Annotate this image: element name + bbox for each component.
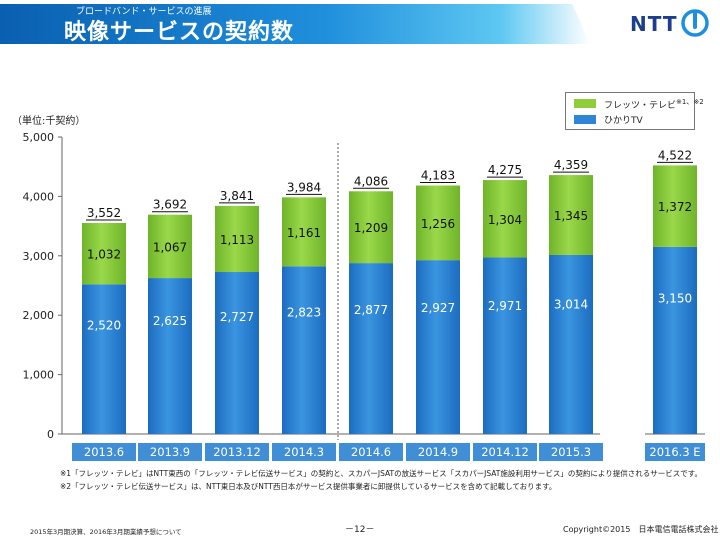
title-banner	[0, 4, 590, 44]
y-tick-label: 5,000	[23, 131, 55, 144]
data-label-hikari-tv: 2,625	[153, 314, 187, 328]
bar-hikari-tv	[349, 263, 393, 434]
category-label: 2015.3	[551, 445, 591, 459]
y-tick-label: 0	[47, 428, 54, 441]
category-label: 2014.3	[284, 445, 324, 459]
total-label: 3,841	[220, 189, 254, 203]
category-label: 2013.12	[213, 445, 261, 459]
section-subtitle: ブロードバンド・サービスの進展	[76, 7, 212, 17]
bar-hikari-tv	[148, 278, 192, 434]
footnote-1: ※1「フレッツ・テレビ」はNTT東西の「フレッツ・テレビ伝送サービス」の契約と、…	[60, 469, 702, 478]
data-label-flets-tv: 1,161	[287, 226, 321, 240]
category-label: 2016.3 E	[649, 445, 700, 459]
category-box	[138, 443, 202, 461]
category-label: 2013.9	[150, 445, 190, 459]
legend-swatch-hikari-tv	[574, 115, 596, 124]
bar-flets-tv	[215, 205, 259, 273]
legend-label-flets-tv: フレッツ・テレビ	[604, 101, 677, 111]
bar-flets-tv	[148, 214, 192, 279]
bar-hikari-tv	[549, 254, 593, 434]
bar-flets-tv	[483, 180, 527, 258]
legend-swatch-flets-tv	[574, 99, 596, 108]
data-label-hikari-tv: 3,150	[658, 291, 692, 305]
legend-label-hikari-tv: ひかりTV	[604, 116, 643, 126]
legend-footnote-marker: ※1、※2	[676, 98, 704, 106]
data-label-hikari-tv: 2,927	[421, 301, 455, 315]
data-label-flets-tv: 1,067	[153, 240, 187, 254]
bar-flets-tv	[653, 165, 697, 247]
category-box	[339, 443, 403, 461]
total-label: 3,552	[87, 206, 121, 220]
bar-flets-tv	[82, 223, 126, 285]
bar-hikari-tv	[215, 272, 259, 434]
ntt-logo-text: NTT	[630, 12, 678, 36]
bar-hikari-tv	[653, 246, 697, 434]
header: ブロードバンド・サービスの進展 映像サービスの契約数 NTT	[0, 0, 720, 46]
total-label: 3,692	[153, 198, 187, 212]
unit-label: （単位:千契約）	[12, 116, 86, 127]
data-label-flets-tv: 1,372	[658, 200, 692, 214]
category-box	[645, 443, 705, 461]
category-box	[205, 443, 269, 461]
category-box	[272, 443, 336, 461]
y-tick-label: 4,000	[23, 190, 55, 203]
category-label: 2014.12	[481, 445, 529, 459]
footnote-2: ※2「フレッツ・テレビ伝送サービス」は、NTT東日本及びNTT西日本がサービス提…	[60, 482, 557, 491]
bar-hikari-tv	[483, 257, 527, 434]
category-box	[539, 443, 603, 461]
ntt-logo: NTT	[630, 8, 710, 38]
data-label-flets-tv: 1,032	[87, 248, 121, 262]
category-box	[473, 443, 537, 461]
data-label-hikari-tv: 3,014	[554, 297, 588, 311]
data-label-flets-tv: 1,304	[488, 213, 522, 227]
copyright: Copyright©2015 日本電信電話株式会社	[563, 525, 719, 534]
total-label: 3,984	[287, 180, 321, 194]
data-label-hikari-tv: 2,520	[87, 319, 121, 333]
data-label-flets-tv: 1,113	[220, 233, 254, 247]
bar-hikari-tv	[416, 260, 460, 434]
page-title: 映像サービスの契約数	[64, 20, 295, 45]
bar-flets-tv	[282, 197, 326, 267]
chart-legend: フレッツ・テレビ※1、※2 ひかりTV	[565, 92, 704, 130]
footer-document-title: 2015年3月期決算、2016年3月期業績予想について	[30, 528, 182, 536]
category-label: 2014.9	[418, 445, 458, 459]
data-label-hikari-tv: 2,823	[287, 306, 321, 320]
data-label-flets-tv: 1,256	[421, 217, 455, 231]
category-box	[72, 443, 136, 461]
total-label: 4,086	[354, 174, 388, 188]
total-label: 4,275	[488, 163, 522, 177]
y-tick-label: 3,000	[23, 250, 55, 263]
category-box	[406, 443, 470, 461]
total-label: 4,359	[554, 158, 588, 172]
total-label: 4,183	[421, 169, 455, 183]
data-label-hikari-tv: 2,727	[220, 310, 254, 324]
bar-flets-tv	[349, 191, 393, 264]
y-tick-label: 1,000	[23, 369, 55, 382]
bar-hikari-tv	[282, 266, 326, 434]
ntt-logo-mark-icon	[681, 9, 709, 37]
bar-hikari-tv	[82, 284, 126, 434]
y-tick-label: 2,000	[23, 309, 55, 322]
data-label-hikari-tv: 2,971	[488, 299, 522, 313]
data-label-flets-tv: 1,345	[554, 209, 588, 223]
data-label-flets-tv: 1,209	[354, 221, 388, 235]
bar-flets-tv	[416, 185, 460, 261]
total-label: 4,522	[658, 148, 692, 162]
category-label: 2013.6	[84, 445, 124, 459]
bar-flets-tv	[549, 175, 593, 255]
category-label: 2014.6	[351, 445, 391, 459]
data-label-hikari-tv: 2,877	[354, 303, 388, 317]
page-number: －12－	[345, 525, 375, 535]
